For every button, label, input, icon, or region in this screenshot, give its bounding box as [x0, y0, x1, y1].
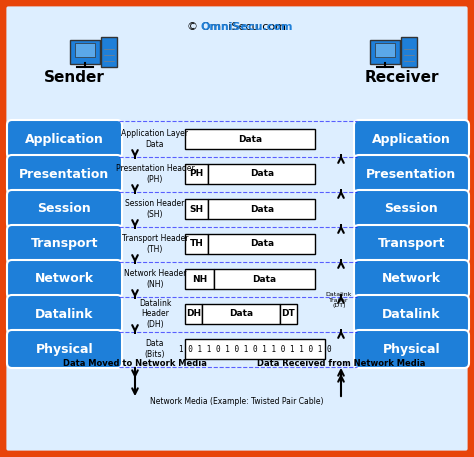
FancyBboxPatch shape — [202, 304, 280, 324]
FancyBboxPatch shape — [354, 190, 469, 228]
FancyBboxPatch shape — [354, 295, 469, 333]
Text: Session: Session — [384, 202, 438, 216]
Text: Datalink
Trailer
(DT): Datalink Trailer (DT) — [326, 292, 352, 308]
FancyBboxPatch shape — [401, 37, 417, 67]
FancyBboxPatch shape — [7, 155, 122, 193]
FancyBboxPatch shape — [214, 269, 315, 289]
Text: OmniSecu.com: OmniSecu.com — [201, 22, 293, 32]
Text: Network Header
(NH): Network Header (NH) — [124, 269, 186, 289]
FancyBboxPatch shape — [209, 199, 315, 219]
Text: Physical: Physical — [36, 342, 93, 356]
Text: Data Received from Network Media: Data Received from Network Media — [257, 359, 425, 368]
Text: NH: NH — [191, 275, 207, 283]
Text: DT: DT — [282, 309, 295, 319]
Text: Sender: Sender — [44, 69, 105, 85]
FancyBboxPatch shape — [354, 120, 469, 158]
Text: Datalink
Header
(DH): Datalink Header (DH) — [139, 299, 171, 329]
Text: Transport Header
(TH): Transport Header (TH) — [122, 234, 188, 254]
FancyBboxPatch shape — [185, 199, 209, 219]
Text: TH: TH — [190, 239, 204, 249]
Text: Application Layer
Data: Application Layer Data — [121, 129, 189, 149]
FancyBboxPatch shape — [280, 304, 297, 324]
FancyBboxPatch shape — [209, 164, 315, 184]
FancyBboxPatch shape — [70, 40, 100, 64]
Text: Datalink: Datalink — [382, 308, 441, 320]
FancyBboxPatch shape — [354, 155, 469, 193]
Text: Network Media (Example: Twisted Pair Cable): Network Media (Example: Twisted Pair Cab… — [150, 397, 324, 405]
Text: Datalink: Datalink — [35, 308, 94, 320]
Text: Network: Network — [35, 272, 94, 286]
Text: Network: Network — [382, 272, 441, 286]
FancyBboxPatch shape — [7, 260, 122, 298]
Text: SH: SH — [190, 204, 204, 213]
FancyBboxPatch shape — [354, 330, 469, 368]
Text: Data
(Bits): Data (Bits) — [145, 339, 165, 359]
FancyBboxPatch shape — [5, 5, 469, 452]
Text: Data: Data — [250, 170, 274, 179]
Text: PH: PH — [190, 170, 204, 179]
FancyBboxPatch shape — [354, 225, 469, 263]
Text: Data Moved to Network Media: Data Moved to Network Media — [63, 359, 207, 368]
Text: Data: Data — [238, 134, 262, 143]
Text: Presentation Header
(PH): Presentation Header (PH) — [116, 165, 194, 184]
FancyBboxPatch shape — [354, 260, 469, 298]
FancyBboxPatch shape — [7, 295, 122, 333]
Text: Data: Data — [250, 204, 274, 213]
FancyBboxPatch shape — [7, 190, 122, 228]
FancyBboxPatch shape — [209, 234, 315, 254]
Text: Data: Data — [229, 309, 253, 319]
Text: Presentation: Presentation — [366, 168, 456, 181]
Text: Transport: Transport — [378, 238, 445, 250]
Text: Transport: Transport — [31, 238, 98, 250]
FancyBboxPatch shape — [75, 43, 95, 57]
FancyBboxPatch shape — [185, 339, 325, 359]
Text: 1 0 1 1 0 1 0 1 0 1 1 0 1 1 0 1 0: 1 0 1 1 0 1 0 1 0 1 1 0 1 1 0 1 0 — [179, 345, 331, 354]
Text: Application: Application — [25, 133, 104, 145]
Text: Receiver: Receiver — [364, 69, 439, 85]
Text: Data: Data — [250, 239, 274, 249]
FancyBboxPatch shape — [185, 234, 209, 254]
FancyBboxPatch shape — [370, 40, 400, 64]
FancyBboxPatch shape — [375, 43, 395, 57]
Text: DH: DH — [186, 309, 201, 319]
FancyBboxPatch shape — [185, 164, 209, 184]
Text: © OmniSecu.com: © OmniSecu.com — [188, 22, 286, 32]
Text: Application: Application — [372, 133, 451, 145]
Text: Session: Session — [37, 202, 91, 216]
FancyBboxPatch shape — [7, 225, 122, 263]
FancyBboxPatch shape — [7, 120, 122, 158]
Text: Data: Data — [252, 275, 276, 283]
Text: Physical: Physical — [383, 342, 440, 356]
FancyBboxPatch shape — [185, 304, 202, 324]
FancyBboxPatch shape — [185, 129, 315, 149]
FancyBboxPatch shape — [7, 330, 122, 368]
FancyBboxPatch shape — [185, 269, 214, 289]
Text: Session Header
(SH): Session Header (SH) — [125, 199, 185, 219]
FancyBboxPatch shape — [101, 37, 117, 67]
Text: Presentation: Presentation — [19, 168, 109, 181]
